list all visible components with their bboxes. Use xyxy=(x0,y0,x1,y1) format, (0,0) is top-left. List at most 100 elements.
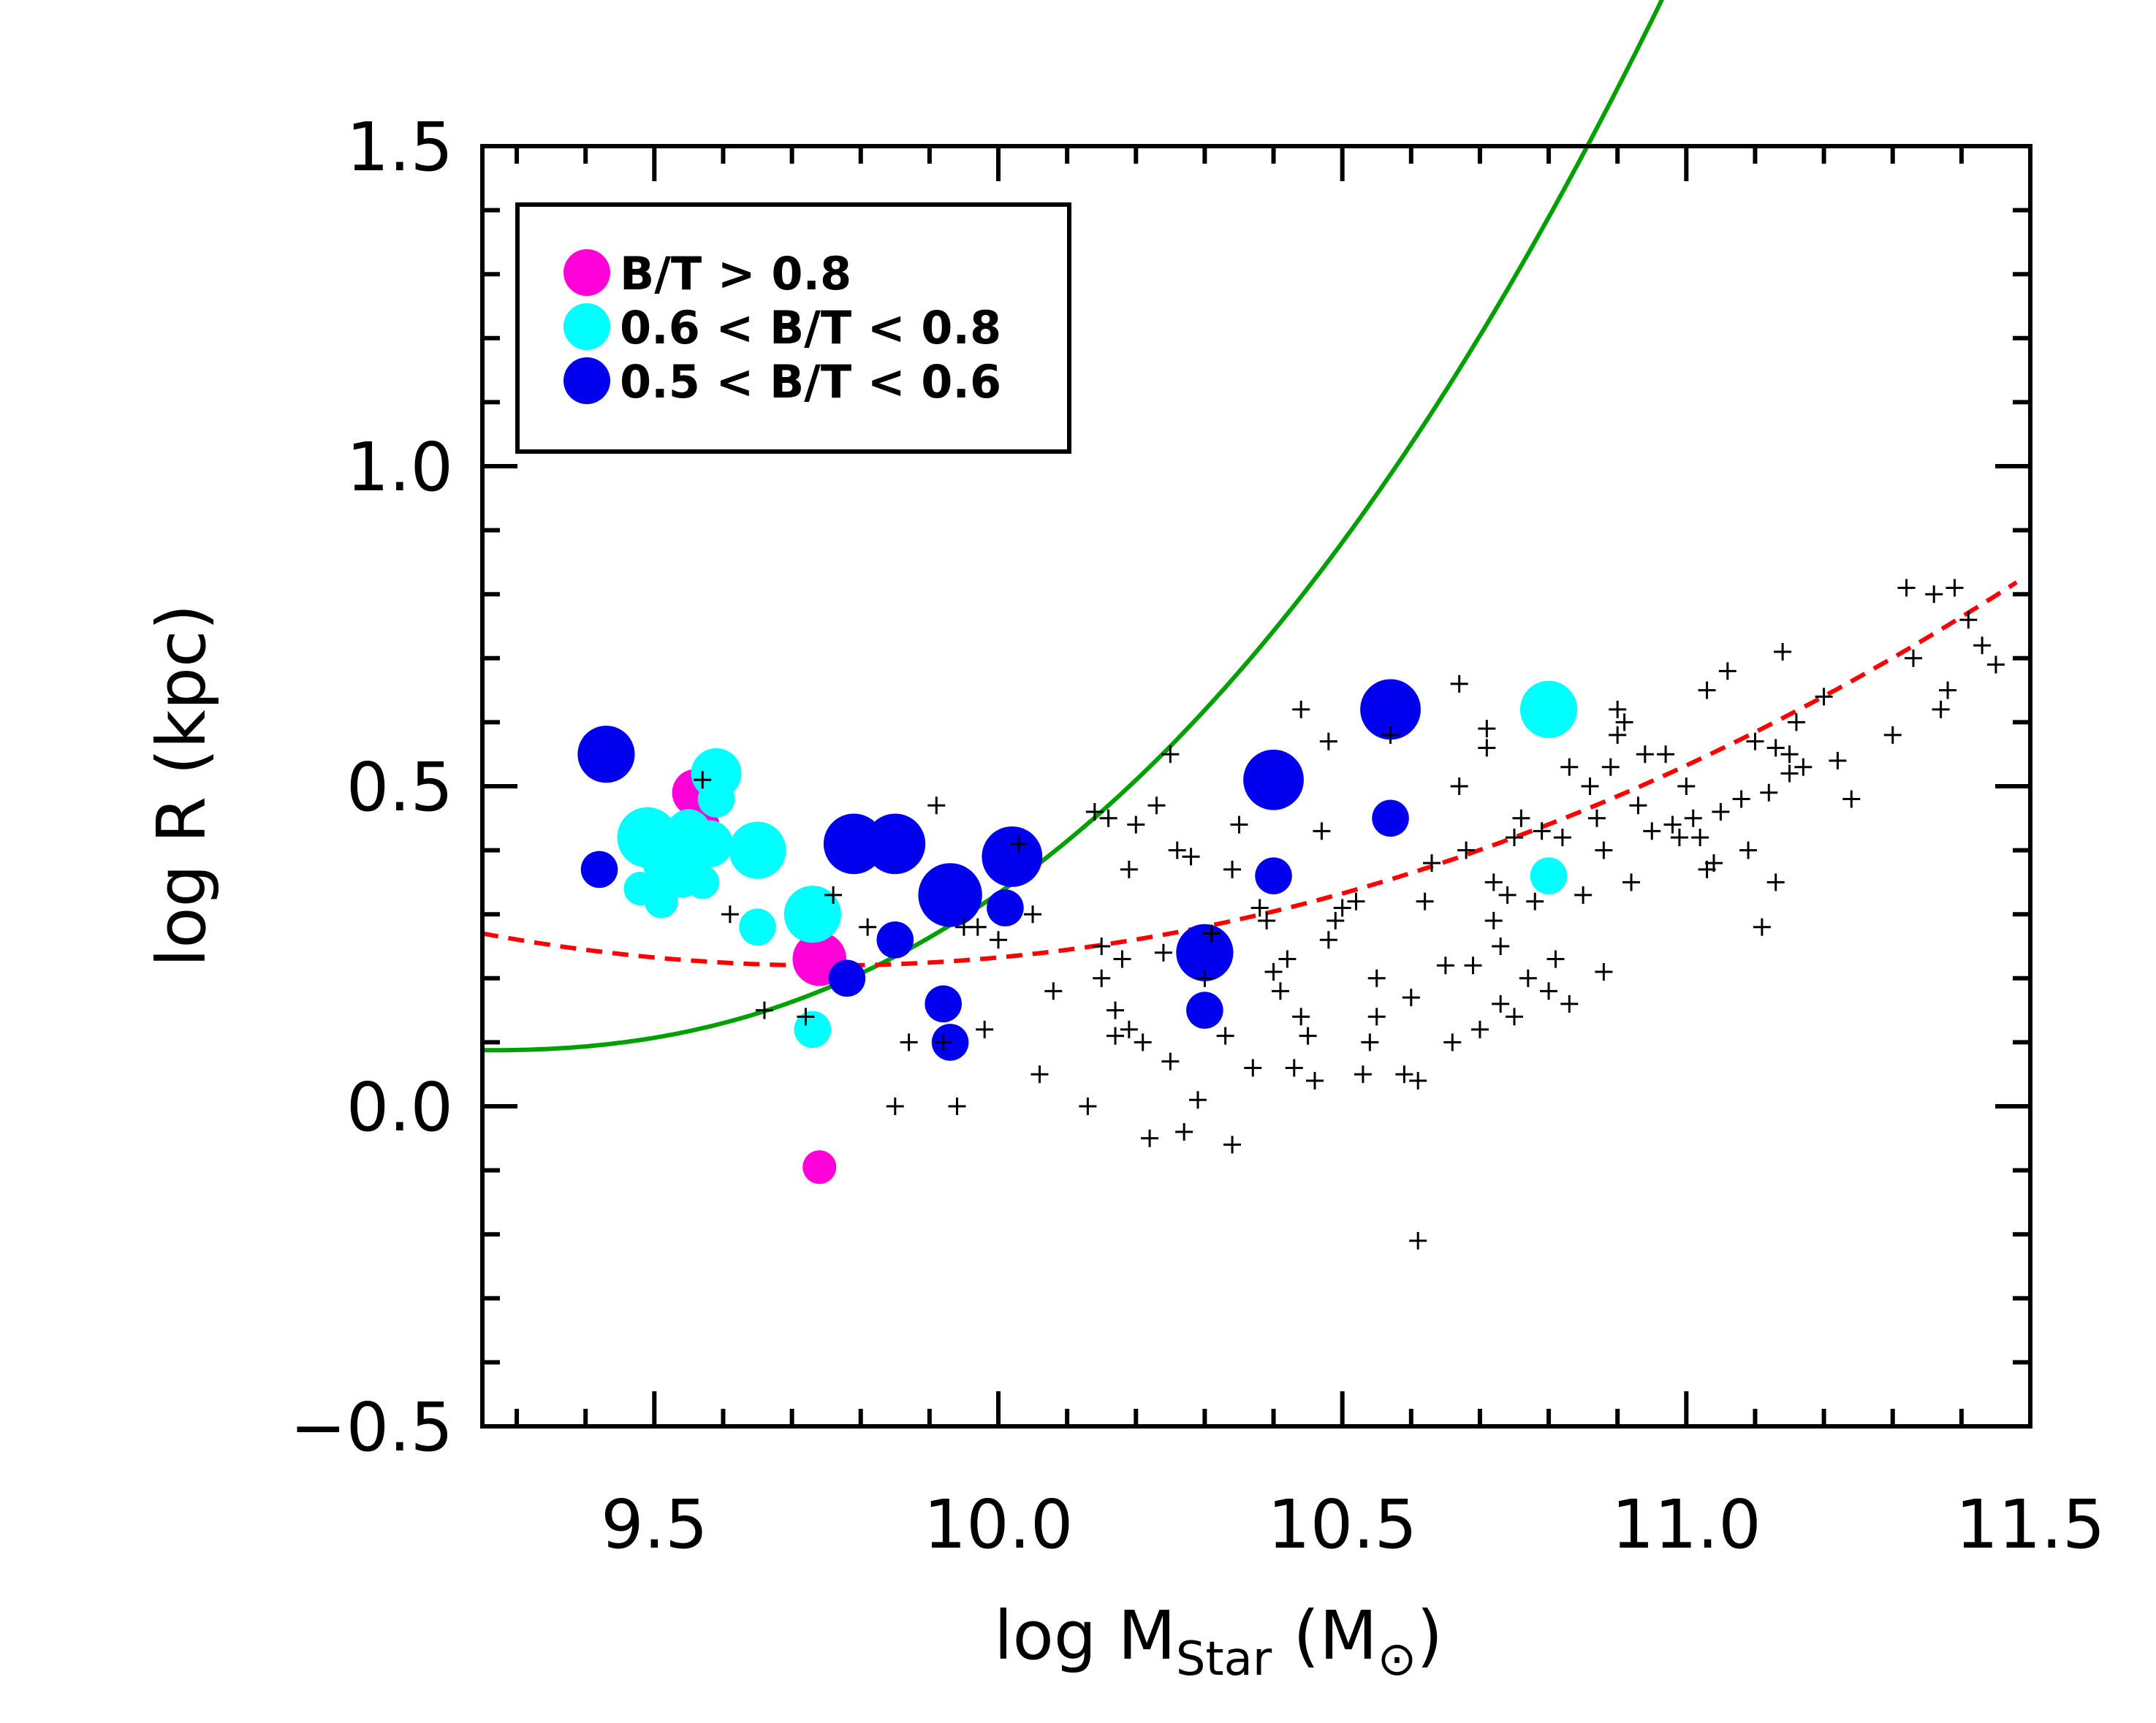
plus-marker xyxy=(1319,732,1337,750)
plus-marker xyxy=(1939,681,1957,699)
legend-label-bt-gt-0.8: B/T > 0.8 xyxy=(620,247,851,300)
circle-marker-series-2 xyxy=(876,921,914,959)
plus-marker xyxy=(1409,1231,1427,1250)
plus-marker xyxy=(1780,745,1799,764)
plus-marker xyxy=(1030,1065,1049,1084)
plus-marker xyxy=(1484,873,1503,891)
legend-marker-bt-0.5-0.6 xyxy=(563,357,610,404)
y-tick-label: 0.5 xyxy=(346,748,453,826)
plus-marker xyxy=(1093,937,1111,955)
circle-marker-series-1 xyxy=(739,908,776,946)
plus-marker xyxy=(1381,726,1400,744)
plus-marker xyxy=(1794,758,1813,776)
plus-marker xyxy=(1498,886,1517,904)
y-tick-label: 0.0 xyxy=(346,1068,453,1146)
plus-marker xyxy=(1299,1027,1317,1045)
circle-marker-series-2 xyxy=(1360,679,1421,740)
circle-marker-series-1 xyxy=(1519,680,1578,738)
legend-marker-bt-gt-0.8 xyxy=(563,249,610,296)
plus-marker xyxy=(1175,1123,1193,1141)
plot-frame xyxy=(480,144,2032,1429)
fit-curve-green xyxy=(482,0,1665,1053)
plus-marker xyxy=(1271,982,1289,1000)
plus-marker xyxy=(968,918,987,936)
plus-marker xyxy=(1533,822,1551,840)
circle-marker-series-1 xyxy=(686,865,720,899)
plus-marker xyxy=(1402,989,1420,1007)
plus-marker xyxy=(1244,1059,1262,1077)
plus-marker xyxy=(1595,963,1613,981)
plus-marker xyxy=(1367,969,1386,987)
legend-label-bt-0.6-0.8: 0.6 < B/T < 0.8 xyxy=(620,301,1001,354)
plus-marker xyxy=(1141,1129,1159,1147)
plus-marker xyxy=(1904,649,1922,667)
circle-marker-series-2 xyxy=(987,889,1024,927)
circle-marker-series-2 xyxy=(1255,857,1292,894)
plus-marker xyxy=(1787,713,1805,731)
plus-marker xyxy=(1188,1091,1207,1109)
plus-marker xyxy=(1986,655,2005,674)
plus-marker xyxy=(1285,1059,1303,1077)
plus-marker xyxy=(1134,1033,1152,1051)
plus-marker xyxy=(1780,764,1799,783)
plus-marker xyxy=(1609,700,1627,718)
y-tick-label: 1.5 xyxy=(346,108,453,186)
circle-marker-series-2 xyxy=(577,726,635,783)
plus-marker xyxy=(1698,681,1716,699)
plus-marker xyxy=(1560,994,1579,1013)
plus-marker xyxy=(1526,892,1544,910)
plus-marker xyxy=(1587,809,1606,827)
plus-marker xyxy=(1127,815,1145,834)
plus-marker xyxy=(1161,745,1180,764)
plus-marker xyxy=(1897,579,1916,597)
plus-marker xyxy=(1478,720,1496,738)
plus-marker xyxy=(1718,662,1736,680)
plus-marker xyxy=(1361,1033,1379,1051)
plus-marker xyxy=(1306,1071,1324,1089)
plus-marker xyxy=(1670,829,1688,847)
plus-marker xyxy=(1223,860,1242,878)
plus-marker xyxy=(1223,1136,1242,1154)
plus-marker xyxy=(1278,950,1297,968)
y-tick-label: −0.5 xyxy=(290,1388,453,1467)
circle-marker-series-2 xyxy=(580,851,618,889)
plus-marker xyxy=(1492,937,1510,955)
plus-marker xyxy=(1416,892,1434,910)
plus-marker xyxy=(1313,822,1331,840)
plus-marker xyxy=(721,905,739,924)
plus-marker xyxy=(1540,982,1558,1000)
plus-marker xyxy=(1085,803,1104,821)
circle-marker-series-2 xyxy=(1372,799,1409,837)
circle-marker-series-1 xyxy=(794,1011,832,1049)
y-tick-label: 1.0 xyxy=(346,428,453,506)
x-tick-label: 11.5 xyxy=(1956,1486,2106,1564)
plus-marker xyxy=(1395,1065,1413,1084)
plus-marker xyxy=(1643,822,1661,840)
circle-marker-series-2 xyxy=(828,959,866,997)
plus-marker xyxy=(1615,713,1633,731)
plus-marker xyxy=(1753,918,1771,936)
x-tick-label: 10.5 xyxy=(1267,1486,1417,1564)
plus-marker xyxy=(1595,841,1613,859)
plus-marker xyxy=(1766,739,1785,757)
plus-marker xyxy=(1829,751,1847,769)
circle-marker-series-1 xyxy=(729,821,786,879)
plus-marker xyxy=(1506,829,1523,847)
plus-marker xyxy=(1250,899,1269,917)
legend-label-bt-0.5-0.6: 0.5 < B/T < 0.6 xyxy=(620,355,1001,408)
circle-marker-series-2 xyxy=(982,826,1043,887)
plus-marker xyxy=(1973,636,1992,655)
plus-marker xyxy=(1464,956,1482,975)
plus-marker xyxy=(1732,790,1750,808)
plus-marker xyxy=(976,1020,994,1038)
plus-marker xyxy=(1264,963,1283,981)
x-tick-label: 9.5 xyxy=(601,1486,707,1564)
circle-marker-series-1 xyxy=(697,780,735,818)
plus-marker xyxy=(1484,911,1503,929)
plus-marker xyxy=(1326,911,1345,929)
plus-marker xyxy=(1258,911,1276,929)
circle-marker-series-0 xyxy=(802,1150,837,1184)
plus-marker xyxy=(1959,611,1978,629)
circle-marker-series-1 xyxy=(644,884,678,918)
plus-marker xyxy=(1113,950,1131,968)
